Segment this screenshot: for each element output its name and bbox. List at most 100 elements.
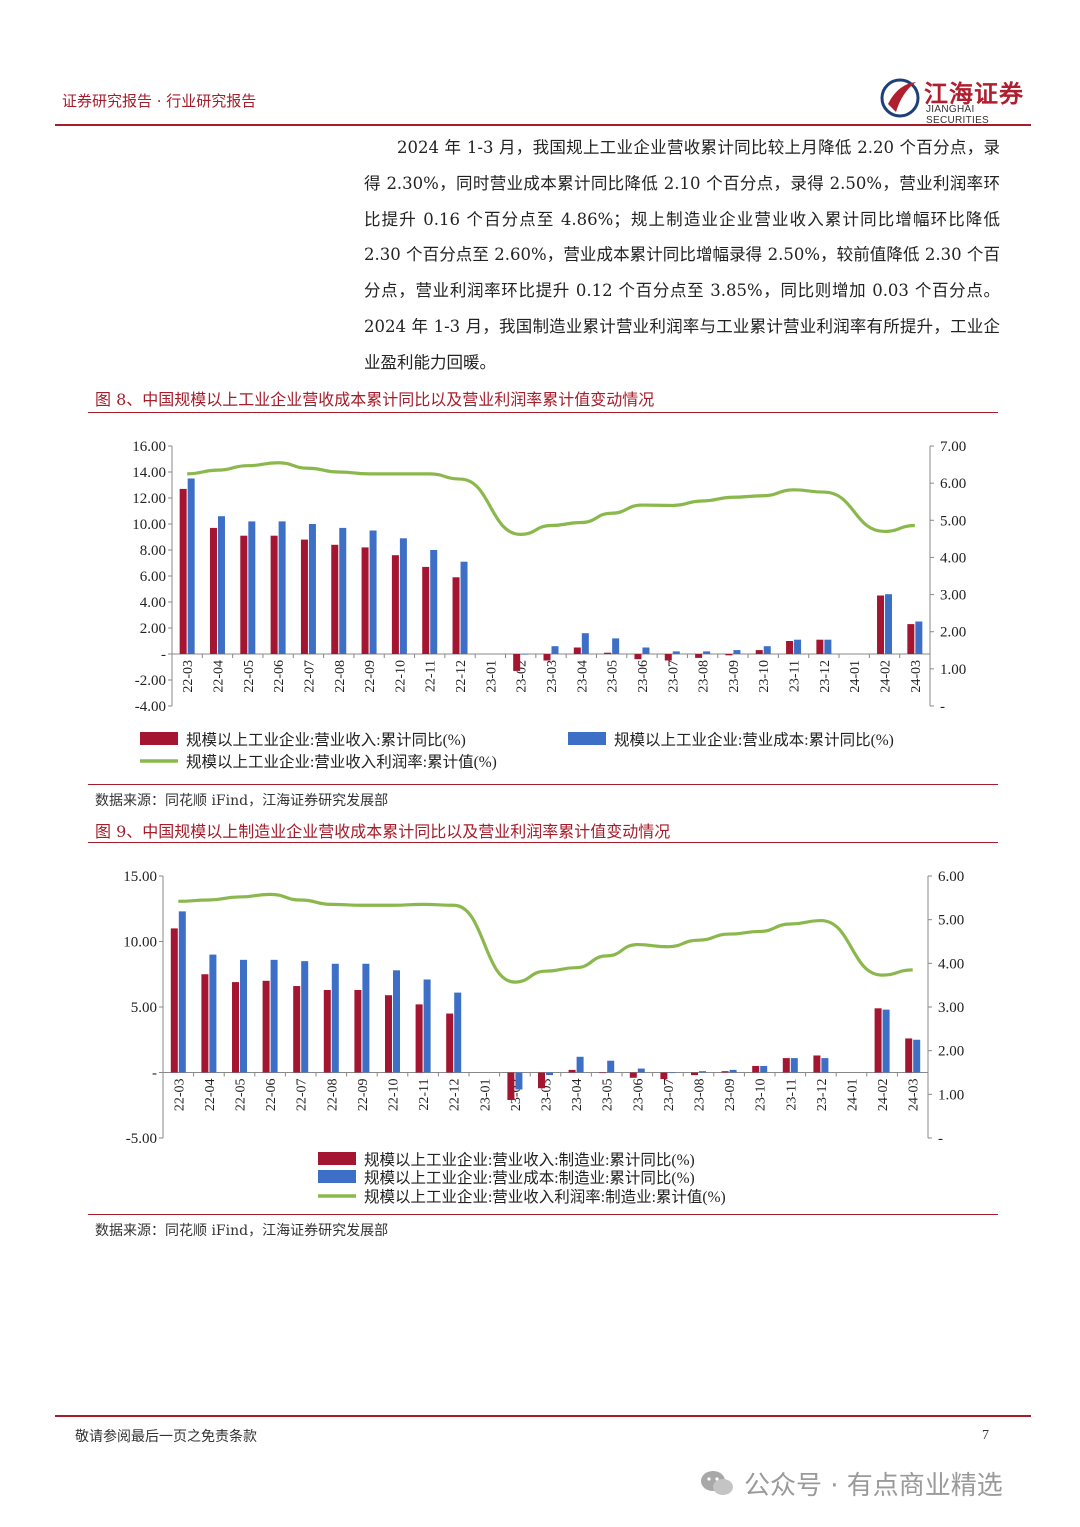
cost-bar [882, 1009, 890, 1073]
left-tick-label: 12.00 [132, 491, 166, 507]
revenue-bar [446, 1013, 454, 1073]
cost-bar [703, 651, 711, 654]
legend-swatch-bar [140, 732, 178, 745]
left-tick-label: 2.00 [140, 621, 166, 637]
left-tick-label: -5.00 [126, 1131, 157, 1147]
revenue-bar [201, 974, 209, 1073]
cost-bar [209, 954, 217, 1073]
figure-8-chart: 16.0014.0012.0010.008.006.004.002.00--2.… [132, 439, 966, 771]
cost-bar [733, 650, 741, 654]
x-tick-label: 22-10 [387, 1079, 402, 1112]
x-tick-label: 24-02 [879, 660, 894, 693]
right-tick-label: 6.00 [938, 869, 964, 885]
revenue-bar [391, 555, 399, 654]
legend-label: 规模以上工业企业:营业收入利润率:制造业:累计值(%) [364, 1188, 726, 1206]
left-tick-label: 15.00 [123, 869, 157, 885]
footer-divider [55, 1415, 1031, 1417]
revenue-bar [568, 1069, 576, 1073]
x-tick-label: 22-04 [211, 660, 226, 693]
legend-swatch-bar [568, 732, 606, 745]
revenue-bar [573, 647, 581, 654]
cost-bar [790, 1058, 798, 1073]
left-tick-label: 8.00 [140, 543, 166, 559]
cost-bar [576, 1056, 584, 1073]
cost-bar [668, 1072, 676, 1074]
revenue-bar [232, 982, 239, 1073]
revenue-bar [300, 539, 308, 654]
cost-bar [546, 1072, 553, 1076]
revenue-bar [905, 1038, 913, 1073]
logo-english-name: JIANGHAI SECURITIES [926, 104, 990, 126]
cost-bar [672, 651, 680, 654]
x-tick-label: 24-01 [848, 660, 863, 693]
revenue-bar [725, 654, 733, 656]
company-logo: 江海证券 JIANGHAI SECURITIES [878, 74, 1038, 126]
cost-bar [729, 1069, 737, 1073]
x-tick-label: 22-09 [356, 1079, 371, 1112]
cost-bar [699, 1071, 706, 1073]
right-tick-label: 5.00 [938, 913, 964, 929]
x-tick-label: 23-09 [723, 1079, 738, 1112]
figure-8-title: 图 8、中国规模以上工业企业营收成本累计同比以及营业利润率累计值变动情况 [95, 390, 655, 409]
revenue-bar [331, 544, 339, 654]
x-tick-label: 22-06 [264, 1079, 279, 1112]
right-tick-label: - [940, 699, 945, 715]
left-tick-label: -4.00 [135, 699, 166, 715]
left-tick-label: - [161, 647, 166, 663]
cost-bar [187, 478, 195, 654]
revenue-bar [262, 980, 270, 1073]
figure-9-bottom-rule [88, 1214, 998, 1215]
revenue-bar [629, 1072, 637, 1078]
revenue-bar [816, 639, 824, 654]
cost-bar [430, 550, 438, 654]
revenue-bar [270, 535, 278, 654]
x-tick-label: 22-03 [181, 660, 196, 693]
cost-bar [581, 633, 589, 654]
legend-label: 规模以上工业企业:营业收入:累计同比(%) [186, 731, 466, 749]
revenue-bar [422, 566, 430, 654]
revenue-bar [664, 654, 672, 661]
x-tick-label: 23-08 [693, 1079, 708, 1112]
profit-margin-line [187, 461, 915, 537]
revenue-bar [907, 624, 915, 654]
cost-bar [393, 970, 400, 1073]
x-tick-label: 22-12 [448, 1079, 463, 1112]
revenue-bar [877, 595, 885, 654]
revenue-bar [240, 535, 248, 654]
revenue-bar [874, 1008, 882, 1073]
cost-bar [763, 646, 771, 654]
right-tick-label: 6.00 [940, 476, 966, 492]
x-tick-label: 22-06 [272, 660, 287, 693]
x-tick-label: 22-09 [363, 660, 378, 693]
x-tick-label: 23-05 [606, 660, 621, 693]
left-tick-label: -2.00 [135, 673, 166, 689]
revenue-bar [354, 989, 362, 1073]
cost-bar [301, 961, 309, 1073]
revenue-bar [691, 1072, 698, 1076]
footer-disclaimer: 敬请参阅最后一页之免责条款 [75, 1429, 257, 1445]
revenue-bar [634, 654, 642, 660]
watermark: 公众号 · 有点商业精选 [700, 1465, 1003, 1502]
right-tick-label: 3.00 [938, 1000, 964, 1016]
revenue-bar [507, 1072, 515, 1101]
right-tick-label: 4.00 [940, 550, 966, 566]
revenue-bar [543, 654, 551, 661]
x-tick-label: 22-07 [302, 660, 317, 693]
x-tick-label: 23-04 [575, 660, 590, 693]
legend-swatch-bar [318, 1152, 356, 1165]
left-tick-label: 4.00 [140, 595, 166, 611]
x-tick-label: 23-09 [727, 660, 742, 693]
x-tick-label: 24-01 [846, 1079, 861, 1112]
legend-label: 规模以上工业企业:营业收入利润率:累计值(%) [186, 753, 497, 771]
x-tick-label: 23-12 [815, 1079, 830, 1112]
body-paragraph: 2024 年 1-3 月，我国规上工业企业营收累计同比较上月降低 2.20 个百… [364, 138, 1000, 372]
x-tick-label: 23-12 [818, 660, 833, 693]
revenue-bar [604, 652, 612, 654]
x-tick-label: 22-10 [393, 660, 408, 693]
wechat-icon [701, 1470, 733, 1495]
page-number: 7 [982, 1428, 989, 1443]
revenue-bar [813, 1055, 821, 1073]
x-tick-label: 22-04 [203, 1079, 218, 1112]
x-tick-label: 24-03 [909, 660, 924, 693]
figure-8-source: 数据来源：同花顺 iFind，江海证券研究发展部 [95, 793, 389, 809]
